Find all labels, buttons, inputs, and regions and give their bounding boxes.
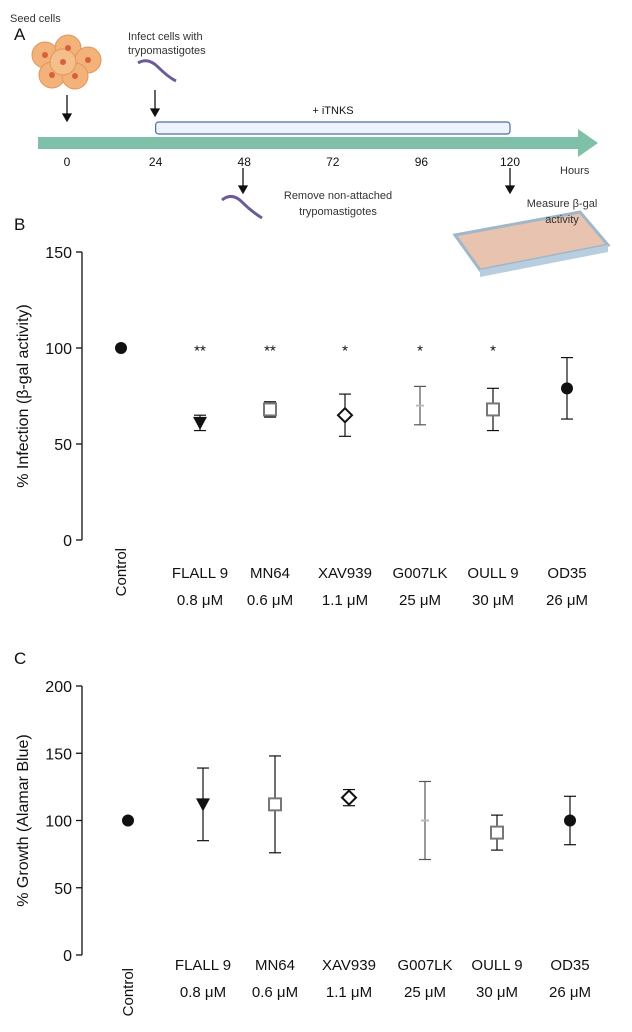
- significance: *: [342, 343, 348, 360]
- x-tick-label: MN64: [250, 565, 290, 582]
- panel-label: C: [14, 649, 26, 668]
- measure-line: activity: [545, 214, 579, 226]
- dose-label: 26 μM: [546, 592, 588, 609]
- x-tick-label: FLALL 9: [175, 957, 231, 974]
- y-axis-label: % Infection (β-gal activity): [15, 304, 32, 487]
- point: [196, 798, 210, 812]
- point: [263, 402, 277, 417]
- parasite: [221, 195, 263, 220]
- x-tick-label: OULL 9: [471, 957, 522, 974]
- timeline-tick: 0: [64, 155, 71, 169]
- point: [268, 797, 282, 812]
- plate: [452, 210, 611, 277]
- panel-label: B: [14, 215, 25, 234]
- dose-label: 30 μM: [472, 592, 514, 609]
- significance: *: [417, 343, 423, 360]
- timeline-tick: 72: [326, 155, 340, 169]
- y-axis-label: % Growth (Alamar Blue): [15, 734, 32, 907]
- y-tick-label: 100: [45, 341, 72, 358]
- significance: **: [194, 343, 206, 360]
- y-tick-label: 100: [45, 814, 72, 831]
- dose-label: 1.1 μM: [322, 592, 368, 609]
- dose-label: 25 μM: [399, 592, 441, 609]
- arrows: [61, 90, 516, 195]
- point: [486, 402, 500, 417]
- y-tick-label: 0: [63, 948, 72, 965]
- remove-line: trypomastigotes: [299, 206, 377, 218]
- x-tick-label: Control: [120, 968, 137, 1016]
- x-tick-label: XAV939: [322, 957, 376, 974]
- treatment-box: [155, 121, 511, 135]
- y-tick-label: 150: [45, 245, 72, 262]
- remove-line: Remove non-attached: [284, 190, 392, 202]
- panel-label: A: [14, 25, 26, 44]
- timeline-tick: 96: [415, 155, 429, 169]
- point: [336, 406, 354, 424]
- x-tick-label: FLALL 9: [172, 565, 228, 582]
- remove-label: Remove non-attached trypomastigotes: [284, 190, 392, 218]
- treatment-label: + iTNKS: [312, 105, 353, 117]
- point: [490, 825, 504, 840]
- timeline-tick: 24: [149, 155, 163, 169]
- x-tick-label: G007LK: [397, 957, 452, 974]
- measure-label: Measure β-gal activity: [527, 198, 598, 226]
- dose-label: 26 μM: [549, 984, 591, 1001]
- point: [193, 416, 207, 430]
- x-tick-label: MN64: [255, 957, 295, 974]
- timeline-tick: 120: [500, 155, 520, 169]
- point: [115, 342, 127, 354]
- cell-cluster: [31, 34, 102, 90]
- infect-line: trypomastigotes: [128, 45, 206, 57]
- y-tick-label: 50: [54, 881, 72, 898]
- dose-label: 0.8 μM: [180, 984, 226, 1001]
- infect-line: Infect cells with: [128, 31, 203, 43]
- parasite: [137, 59, 177, 83]
- measure-line: Measure β-gal: [527, 198, 598, 210]
- dose-label: 25 μM: [404, 984, 446, 1001]
- point: [340, 789, 358, 807]
- y-tick-label: 200: [45, 679, 72, 696]
- y-tick-label: 0: [63, 533, 72, 550]
- x-tick-label: OD35: [550, 957, 589, 974]
- timeline-tick: 48: [238, 155, 252, 169]
- significance: **: [264, 343, 276, 360]
- point: [564, 814, 576, 827]
- x-tick-label: G007LK: [392, 565, 447, 582]
- dose-label: 0.6 μM: [252, 984, 298, 1001]
- seed-label: Seed cells: [10, 13, 61, 25]
- x-tick-label: XAV939: [318, 565, 372, 582]
- timeline-arrow: [38, 129, 598, 157]
- dose-label: 1.1 μM: [326, 984, 372, 1001]
- dose-label: 0.6 μM: [247, 592, 293, 609]
- significance: *: [490, 343, 496, 360]
- infect-label: Infect cells with trypomastigotes: [128, 31, 206, 57]
- point: [561, 382, 573, 395]
- x-tick-label: Control: [113, 548, 130, 596]
- dose-label: 0.8 μM: [177, 592, 223, 609]
- y-tick-label: 150: [45, 746, 72, 763]
- x-tick-label: OD35: [547, 565, 586, 582]
- x-tick-label: OULL 9: [467, 565, 518, 582]
- unit-label: Hours: [560, 165, 590, 177]
- y-tick-label: 50: [54, 437, 72, 454]
- point: [122, 814, 134, 827]
- dose-label: 30 μM: [476, 984, 518, 1001]
